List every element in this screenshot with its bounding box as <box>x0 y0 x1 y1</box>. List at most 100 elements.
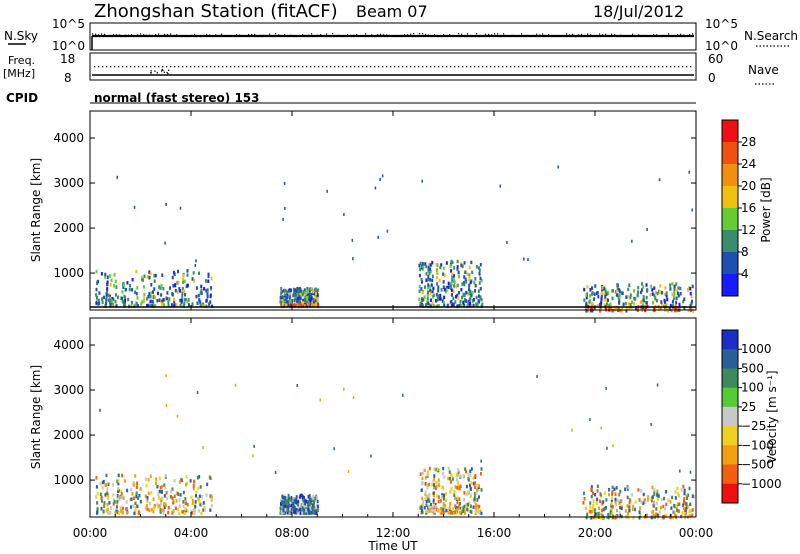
scatter-point <box>96 509 99 514</box>
nave-point <box>462 66 464 68</box>
scatter-point <box>646 288 649 292</box>
nave-point <box>638 66 640 68</box>
scatter-point <box>595 501 598 505</box>
nsearch-point <box>470 35 472 37</box>
scatter-point <box>178 480 181 484</box>
date-label: 18/Jul/2012 <box>593 2 684 21</box>
scatter-point <box>590 302 593 306</box>
scatter-point <box>187 298 190 302</box>
scatter-point <box>596 290 599 295</box>
scatter-point <box>163 501 166 506</box>
scatter-point <box>101 300 104 305</box>
scatter-point <box>308 502 311 507</box>
scatter-point <box>152 509 155 514</box>
scatter-point <box>312 496 315 500</box>
nsearch-point <box>344 35 346 37</box>
scatter-point <box>637 285 640 290</box>
scatter-point <box>156 484 159 489</box>
nsearch-point <box>287 35 289 37</box>
scatter-point <box>296 383 299 387</box>
scatter-point <box>210 286 213 290</box>
scatter-point <box>206 288 209 292</box>
scatter-point <box>109 294 112 299</box>
scatter-point <box>308 287 311 291</box>
scatter-point <box>208 302 211 306</box>
scatter-point <box>117 511 120 515</box>
scatter-point <box>105 473 108 478</box>
scatter-point <box>691 299 694 304</box>
scatter-point <box>571 428 573 432</box>
nave-point <box>334 66 336 68</box>
nave-point <box>190 66 192 68</box>
scatter-point <box>655 507 658 511</box>
scatter-point <box>476 488 479 492</box>
nsearch-point <box>596 35 598 38</box>
scatter-point <box>427 283 430 287</box>
scatter-point <box>678 493 681 498</box>
scatter-point <box>653 293 656 298</box>
scatter-point <box>289 294 292 299</box>
scatter-point <box>627 486 630 490</box>
scatter-point <box>683 306 686 310</box>
scatter-point <box>310 286 313 291</box>
scatter-point <box>423 505 426 510</box>
scatter-point <box>456 259 459 264</box>
nave-point <box>646 66 648 68</box>
scatter-point <box>284 206 286 210</box>
scatter-point <box>141 300 144 304</box>
scatter-point <box>433 467 436 472</box>
scatter-point <box>628 498 631 502</box>
scatter-point <box>149 299 152 304</box>
scatter-point <box>474 509 477 513</box>
scatter-point <box>419 488 422 493</box>
nave-point <box>398 66 400 68</box>
scatter-point <box>287 301 290 306</box>
scatter-point <box>672 296 675 300</box>
scatter-point <box>141 275 144 280</box>
scatter-point <box>197 293 200 298</box>
scatter-point <box>656 383 659 387</box>
nsearch-point <box>206 33 208 36</box>
scatter-point <box>435 480 438 485</box>
scatter-point <box>117 295 120 300</box>
scatter-point <box>326 189 328 193</box>
nave-point <box>414 66 416 68</box>
nsearch-point <box>299 35 301 37</box>
scatter-point <box>455 477 458 482</box>
scatter-point <box>374 186 377 190</box>
scatter-point <box>197 486 200 491</box>
scatter-point <box>315 301 318 306</box>
scatter-point <box>457 296 460 300</box>
scatter-point <box>435 467 438 472</box>
scatter-point <box>647 495 650 499</box>
scatter-point <box>596 497 599 502</box>
nsearch-point <box>398 35 400 37</box>
scatter-point <box>431 278 434 283</box>
nsearch-point <box>515 35 517 37</box>
scatter-point <box>627 512 630 516</box>
scatter-point <box>114 300 117 304</box>
scatter-point <box>658 178 661 182</box>
nsky-tick-bottom: 10^0 <box>52 39 85 53</box>
scatter-point <box>192 271 195 275</box>
scatter-point <box>690 301 693 306</box>
scatter-point <box>451 278 454 282</box>
scatter-point <box>589 418 591 422</box>
scatter-point <box>586 309 589 313</box>
scatter-point <box>480 511 483 516</box>
scatter-point <box>618 293 621 297</box>
scatter-point <box>112 483 115 487</box>
nave-point <box>666 66 668 68</box>
scatter-point <box>292 501 295 506</box>
nsearch-point <box>482 35 484 37</box>
scatter-point <box>601 514 604 518</box>
nave-point <box>418 66 420 68</box>
scatter-point <box>171 511 174 515</box>
colorbar-tick-label: 16 <box>741 201 756 215</box>
scatter-point <box>479 295 482 299</box>
scatter-point <box>309 501 312 505</box>
y-tick-label: 1000 <box>53 266 84 280</box>
scatter-point <box>429 278 432 282</box>
scatter-point <box>689 306 692 310</box>
scatter-point <box>442 280 445 284</box>
